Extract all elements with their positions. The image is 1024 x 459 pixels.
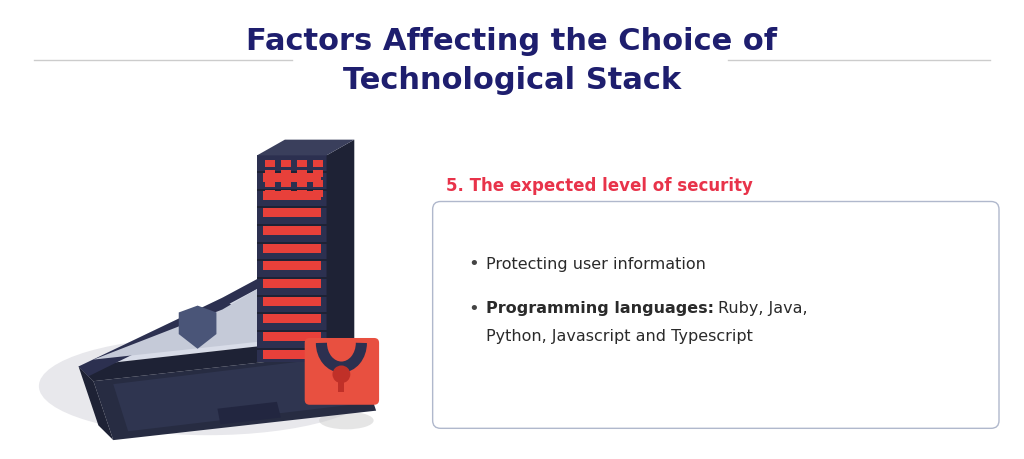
Polygon shape: [263, 191, 321, 200]
Polygon shape: [257, 295, 327, 297]
Polygon shape: [257, 348, 327, 350]
Polygon shape: [93, 352, 376, 440]
Polygon shape: [281, 180, 291, 187]
Polygon shape: [93, 247, 330, 360]
Polygon shape: [281, 171, 291, 178]
Polygon shape: [265, 180, 275, 187]
Text: Ruby, Java,: Ruby, Java,: [718, 300, 808, 315]
Polygon shape: [263, 227, 321, 235]
Polygon shape: [297, 161, 306, 168]
Polygon shape: [327, 140, 354, 362]
Polygon shape: [263, 280, 321, 288]
Text: •: •: [468, 299, 479, 317]
Polygon shape: [179, 306, 216, 349]
FancyBboxPatch shape: [433, 202, 999, 428]
Polygon shape: [263, 262, 321, 271]
Polygon shape: [281, 190, 291, 197]
Polygon shape: [312, 190, 323, 197]
Text: Python, Javascript and Typescript: Python, Javascript and Typescript: [486, 328, 753, 343]
Polygon shape: [265, 190, 275, 197]
Polygon shape: [257, 224, 327, 227]
Polygon shape: [263, 350, 321, 359]
Polygon shape: [217, 402, 281, 425]
Ellipse shape: [319, 412, 374, 429]
Polygon shape: [263, 297, 321, 306]
Text: •: •: [468, 255, 479, 273]
Text: Factors Affecting the Choice of: Factors Affecting the Choice of: [247, 27, 777, 56]
Polygon shape: [257, 189, 327, 191]
Polygon shape: [263, 209, 321, 218]
Polygon shape: [297, 190, 306, 197]
Text: Technological Stack: Technological Stack: [343, 66, 681, 95]
Polygon shape: [281, 161, 291, 168]
Polygon shape: [312, 161, 323, 168]
Polygon shape: [222, 235, 341, 308]
Polygon shape: [257, 140, 354, 156]
Polygon shape: [312, 171, 323, 178]
Polygon shape: [257, 207, 327, 209]
Circle shape: [333, 366, 350, 383]
Polygon shape: [338, 378, 344, 392]
Polygon shape: [257, 278, 327, 280]
Polygon shape: [312, 180, 323, 187]
Text: Protecting user information: Protecting user information: [486, 256, 707, 271]
Polygon shape: [257, 260, 327, 262]
Polygon shape: [265, 161, 275, 168]
Polygon shape: [79, 367, 114, 440]
Polygon shape: [263, 315, 321, 324]
Polygon shape: [297, 180, 306, 187]
Polygon shape: [79, 337, 356, 381]
Polygon shape: [257, 172, 327, 174]
Polygon shape: [257, 156, 327, 362]
Polygon shape: [263, 332, 321, 341]
Polygon shape: [114, 357, 359, 431]
Polygon shape: [265, 171, 275, 178]
Ellipse shape: [39, 337, 376, 435]
Text: 5. The expected level of security: 5. The expected level of security: [445, 176, 753, 195]
Text: Programming languages:: Programming languages:: [486, 300, 720, 315]
Polygon shape: [257, 330, 327, 332]
Polygon shape: [257, 313, 327, 315]
Polygon shape: [263, 174, 321, 183]
Polygon shape: [257, 242, 327, 244]
Polygon shape: [297, 171, 306, 178]
Polygon shape: [263, 244, 321, 253]
Polygon shape: [79, 298, 232, 376]
FancyBboxPatch shape: [305, 338, 379, 405]
Polygon shape: [79, 235, 341, 367]
